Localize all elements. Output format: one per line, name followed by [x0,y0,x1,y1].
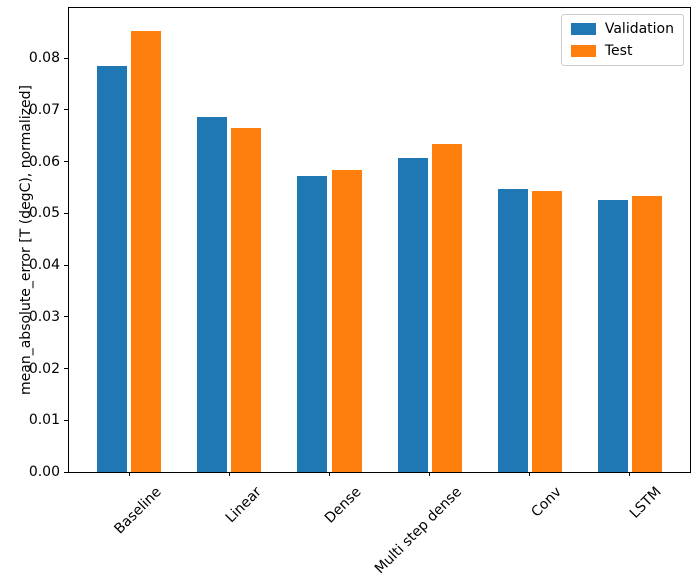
legend-item-validation: Validation [570,21,674,37]
legend-label: Validation [604,21,674,37]
y-tick-mark [64,212,68,214]
y-tick-label: 0.04 [28,257,60,274]
bar-test-lstm [631,195,662,472]
y-tick-label: 0.06 [28,153,60,170]
y-tick-mark [64,264,68,266]
y-tick-label: 0.05 [28,205,60,222]
y-tick-mark [64,368,68,369]
x-tick-label-conv: Conv [528,484,565,521]
y-tick-label: 0.02 [28,360,60,377]
x-tick-label-lstm: LSTM [627,484,666,522]
bar-validation-conv [497,189,528,472]
x-tick-mark [529,472,531,476]
y-tick-label: 0.01 [28,412,60,429]
x-tick-mark [629,472,631,476]
bar-test-multi-step-dense [431,144,462,472]
bar-test-linear [231,128,262,472]
x-tick-mark [429,472,430,476]
bar-validation-baseline [97,65,128,472]
x-tick-mark [128,472,130,476]
y-tick-label: 0.00 [28,464,60,480]
y-tick-mark [64,57,68,59]
y-tick-label: 0.08 [28,50,60,67]
bar-test-baseline [131,30,162,472]
legend: Validation Test [560,14,684,66]
y-tick-label: 0.03 [28,308,60,325]
bar-test-conv [531,191,562,472]
y-tick-mark [64,316,68,318]
y-tick-mark [64,419,68,421]
y-tick-mark [64,471,68,473]
x-tick-mark [228,472,230,476]
y-axis-label: mean_absolute_error [T (degC), normalize… [18,85,34,395]
bar-validation-lstm [597,200,628,472]
x-tick-mark [329,472,330,476]
bar-test-dense [331,170,362,472]
x-tick-label-linear: Linear [222,484,265,527]
y-tick-mark [64,161,68,163]
y-tick-label: 0.07 [28,101,60,118]
bar-validation-multi-step-dense [397,158,428,472]
legend-label: Test [604,43,633,59]
y-tick-mark [64,109,68,111]
legend-swatch-icon [570,45,596,57]
x-tick-label-dense: Dense [322,484,365,527]
bar-validation-linear [197,116,228,472]
bar-validation-dense [297,176,328,472]
legend-swatch-icon [570,23,596,35]
x-tick-label-multi-step-dense: Multi step dense [371,484,465,578]
plot-area [68,7,691,473]
x-tick-label-baseline: Baseline [111,484,165,538]
legend-item-test: Test [570,43,674,59]
